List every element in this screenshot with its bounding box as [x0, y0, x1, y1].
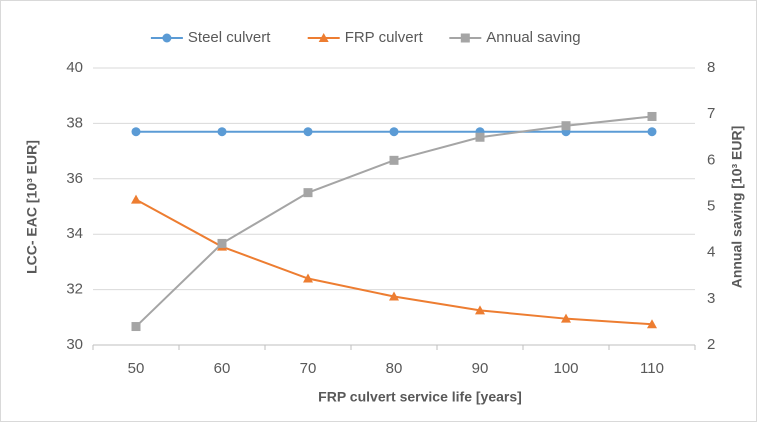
legend-label: FRP culvert [345, 29, 424, 46]
data-point [217, 238, 227, 248]
y2-tick-label: 2 [707, 336, 715, 353]
x-tick-label: 80 [386, 360, 403, 377]
x-axis-label: FRP culvert service life [years] [318, 389, 522, 405]
y2-tick-label: 4 [707, 244, 715, 261]
data-point [475, 132, 485, 142]
y2-tick-label: 3 [707, 290, 715, 307]
y-tick-label: 40 [66, 59, 83, 76]
legend-marker [460, 33, 470, 43]
y2-tick-label: 6 [707, 151, 715, 168]
y2-axis-label: Annual saving [10³ EUR] [729, 126, 745, 289]
x-tick-label: 110 [640, 360, 664, 377]
y2-tick-label: 8 [707, 59, 715, 76]
legend-marker [318, 33, 329, 42]
y-tick-label: 30 [66, 336, 83, 353]
data-point [475, 305, 485, 315]
legend-marker [162, 33, 172, 43]
x-tick-label: 90 [472, 360, 489, 377]
data-point [647, 111, 657, 121]
legend-label: Annual saving [486, 29, 580, 46]
x-tick-label: 60 [214, 360, 231, 377]
y-tick-label: 32 [66, 281, 83, 298]
data-point [561, 121, 571, 131]
data-point [647, 319, 657, 329]
y2-tick-label: 7 [707, 105, 715, 122]
data-point [217, 127, 227, 137]
legend-label: Steel culvert [188, 29, 271, 46]
data-point [647, 127, 657, 137]
y-tick-label: 36 [66, 170, 83, 187]
data-point [389, 155, 399, 165]
x-tick-label: 100 [553, 360, 578, 377]
data-point [389, 127, 399, 137]
data-point [389, 291, 399, 301]
data-point [131, 322, 141, 332]
data-point [303, 127, 313, 137]
data-point [131, 127, 141, 137]
y-axis-label: LCC- EAC [10³ EUR] [24, 140, 40, 274]
x-tick-label: 50 [128, 360, 145, 377]
y2-tick-label: 5 [707, 197, 715, 214]
data-point [303, 188, 313, 198]
y-tick-label: 38 [66, 114, 83, 131]
x-tick-label: 70 [300, 360, 317, 377]
data-point [303, 273, 313, 283]
data-point [131, 194, 141, 204]
data-point [561, 313, 571, 323]
y-tick-label: 34 [66, 225, 83, 242]
